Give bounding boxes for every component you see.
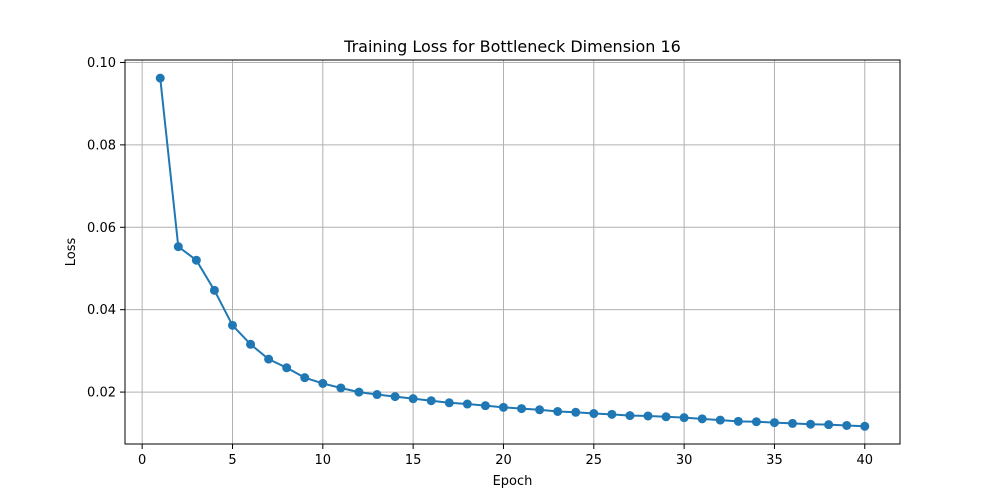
data-point (336, 383, 346, 393)
data-point (282, 363, 292, 373)
x-axis-label: Epoch (493, 474, 533, 489)
data-point (517, 404, 527, 414)
data-point (751, 417, 761, 427)
data-point (155, 73, 165, 83)
y-tick-label: 0.10 (87, 56, 116, 71)
data-point (553, 406, 563, 416)
data-point (607, 409, 617, 419)
x-tick-label: 0 (138, 453, 146, 468)
y-tick-label: 0.02 (87, 386, 116, 401)
data-point (860, 421, 870, 431)
data-point (697, 414, 707, 424)
data-point (227, 320, 237, 330)
data-point (209, 285, 219, 295)
tick-layer: 0 5 10 15 20 25 30 35 40 0.02 0.04 0.06 0.08 0.10 (87, 56, 873, 468)
data-point (571, 407, 581, 417)
data-point (842, 420, 852, 430)
data-point (661, 412, 671, 422)
data-point (733, 416, 743, 426)
data-point (643, 411, 653, 421)
data-point (715, 415, 725, 425)
x-tick-label: 5 (228, 453, 236, 468)
series-layer (155, 73, 870, 431)
y-axis-label: Loss (64, 238, 79, 267)
data-point (444, 398, 454, 408)
y-tick-label: 0.08 (87, 138, 116, 153)
data-point (498, 402, 508, 412)
data-point (426, 396, 436, 406)
grid-layer (125, 60, 900, 444)
data-point (806, 419, 816, 429)
data-point (390, 392, 400, 402)
data-point (246, 339, 256, 349)
data-point (173, 242, 183, 252)
data-point (354, 387, 364, 397)
x-tick-label: 25 (586, 453, 603, 468)
x-tick-label: 20 (495, 453, 512, 468)
data-point (318, 378, 328, 388)
data-point (408, 394, 418, 404)
data-point (480, 401, 490, 411)
x-tick-label: 40 (856, 453, 873, 468)
x-tick-label: 35 (766, 453, 783, 468)
data-point (625, 411, 635, 421)
data-point (824, 420, 834, 430)
data-point (788, 418, 798, 428)
data-point (679, 413, 689, 423)
chart-title: Training Loss for Bottleneck Dimension 1… (343, 37, 681, 56)
y-tick-label: 0.04 (87, 303, 116, 318)
data-point (769, 418, 779, 428)
data-point (462, 399, 472, 409)
x-tick-label: 10 (315, 453, 332, 468)
data-point (264, 354, 274, 364)
data-point (300, 373, 310, 383)
plot-frame (124, 59, 901, 445)
data-point (589, 409, 599, 419)
x-tick-label: 30 (676, 453, 693, 468)
data-point (372, 390, 382, 400)
data-point (191, 255, 201, 265)
y-tick-label: 0.06 (87, 221, 116, 236)
data-point (535, 405, 545, 415)
series-line (159, 78, 865, 428)
x-tick-label: 15 (405, 453, 422, 468)
